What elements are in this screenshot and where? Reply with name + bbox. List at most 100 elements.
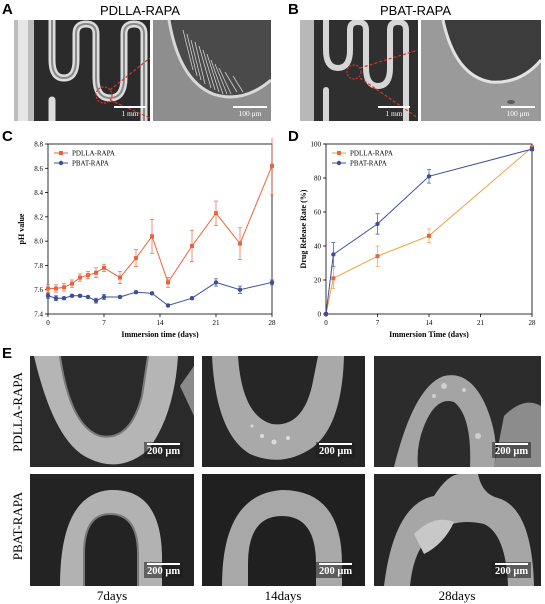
- data-point: [133, 289, 139, 295]
- x-tick-label: 28: [529, 319, 537, 327]
- data-point: [165, 303, 171, 308]
- y-axis-label: pH value: [17, 213, 26, 244]
- data-point: [426, 174, 432, 179]
- scale-bar-e: 200 μm: [492, 442, 532, 458]
- scale-label: 200 μm: [495, 566, 529, 577]
- data-point: [93, 298, 99, 303]
- sem-e-pbat-7days: 200 μm: [30, 474, 194, 586]
- sem-image-a-high-mag: 100 μm: [153, 20, 271, 121]
- sem-e-pdlla-28days: 200 μm: [374, 356, 541, 467]
- data-point: [427, 233, 431, 238]
- scale-bar-a-left: 1 mm: [114, 106, 146, 118]
- x-tick-label: 7: [376, 319, 380, 327]
- legend-marker: [58, 160, 64, 166]
- data-point: [78, 275, 82, 280]
- data-point: [213, 280, 219, 285]
- data-point: [166, 280, 170, 285]
- col-label-28days: 28days: [438, 588, 476, 603]
- data-point: [77, 293, 83, 298]
- legend-label: PDLLA-RAPA: [350, 150, 393, 158]
- scale-bar-b-right: 100 μm: [501, 106, 535, 118]
- data-point: [85, 294, 91, 300]
- panel-b-title: PBAT-RAPA: [380, 3, 452, 18]
- legend-label: PBAT-RAPA: [350, 160, 387, 168]
- legend-marker: [336, 160, 342, 166]
- data-point: [62, 285, 66, 290]
- data-point: [189, 296, 195, 301]
- sem-e-pbat-28days: 200 μm: [374, 474, 541, 586]
- x-axis-label: Immersion time (days): [121, 330, 199, 338]
- scale-label: 200 μm: [319, 566, 353, 577]
- col-label-7days: 7days: [96, 588, 128, 603]
- x-tick-label: 28: [269, 319, 277, 327]
- panel-a-title: PDLLA-RAPA: [100, 3, 180, 18]
- legend-label: PBAT-RAPA: [72, 160, 109, 168]
- scale-label: 1 mm: [121, 109, 139, 118]
- panel-letter-c: C: [2, 128, 13, 145]
- x-tick-label: 0: [46, 319, 50, 327]
- data-point: [70, 281, 74, 286]
- scale-bar-a-right: 100 μm: [233, 106, 267, 118]
- scale-bar-e: 200 μm: [316, 562, 356, 578]
- sem-image-b-low-mag: 1 mm: [300, 20, 418, 121]
- data-point: [117, 294, 123, 300]
- y-axis-label: Drug Release Rate (%): [299, 189, 308, 268]
- data-point: [101, 294, 107, 300]
- data-point: [529, 146, 535, 152]
- data-point: [331, 276, 336, 281]
- ph-chart: 0 7 14 21 28 7.4 7.6 7.8 8.0 8.2 8.4 8.6 8.8 Immersio…: [17, 138, 277, 338]
- data-point: [214, 211, 218, 216]
- scale-bar-e: 200 μm: [144, 442, 184, 458]
- panel-letter-e: E: [2, 345, 13, 362]
- legend-marker: [59, 151, 63, 155]
- data-point: [237, 287, 243, 292]
- data-point: [53, 296, 59, 301]
- y-tick-label: 8.0: [34, 238, 43, 246]
- scale-bar-e: 200 μm: [144, 562, 184, 578]
- data-point: [94, 270, 98, 275]
- x-tick-label: 0: [324, 319, 328, 327]
- scale-label: 100 μm: [506, 109, 530, 118]
- data-point: [134, 256, 138, 261]
- data-point: [69, 293, 75, 298]
- data-point: [238, 241, 242, 246]
- scale-bar-e: 200 μm: [492, 562, 532, 578]
- drug-release-chart: 0 7 14 21 28 0 20 40 60 80 100 Immersion Time (days…: [299, 141, 537, 339]
- sem-e-pbat-14days: 200 μm: [202, 474, 365, 586]
- panel-letter-b: B: [288, 1, 299, 18]
- data-point: [323, 311, 329, 317]
- y-tick-label: 7.6: [34, 286, 43, 294]
- series-line: [47, 281, 273, 307]
- scale-label: 1 mm: [385, 109, 403, 118]
- legend-label: PDLLA-RAPA: [72, 150, 115, 158]
- y-tick-label: 100: [311, 141, 322, 149]
- scale-label: 200 μm: [147, 446, 181, 457]
- data-point: [102, 265, 106, 270]
- data-point: [270, 163, 274, 168]
- y-tick-label: 8.8: [34, 141, 43, 149]
- x-tick-label: 21: [477, 319, 485, 327]
- data-point: [375, 221, 380, 227]
- data-point: [54, 286, 58, 291]
- sem-image-a-low-mag: 1 mm: [14, 20, 150, 121]
- data-point: [86, 273, 90, 278]
- scale-label: 200 μm: [319, 446, 353, 457]
- data-point: [149, 291, 155, 296]
- data-point: [190, 244, 194, 248]
- series-pbat-rapa: [323, 146, 535, 317]
- sem-e-pdlla-14days: 200 μm: [202, 356, 365, 467]
- legend-marker: [337, 151, 341, 155]
- sem-image-b-high-mag: 100 μm: [421, 20, 541, 121]
- data-point: [150, 234, 154, 239]
- y-tick-label: 8.4: [34, 189, 43, 197]
- y-tick-label: 60: [314, 209, 322, 217]
- panel-letter-d: D: [288, 128, 299, 145]
- y-tick-label: 0: [318, 311, 322, 319]
- series-pdlla-rapa: [46, 138, 274, 293]
- y-tick-label: 80: [314, 175, 322, 183]
- x-tick-label: 14: [157, 319, 165, 327]
- x-tick-label: 7: [102, 319, 106, 327]
- sem-e-pdlla-7days: 200 μm: [30, 356, 194, 467]
- y-tick-label: 7.4: [34, 311, 43, 319]
- scale-label: 200 μm: [147, 566, 181, 577]
